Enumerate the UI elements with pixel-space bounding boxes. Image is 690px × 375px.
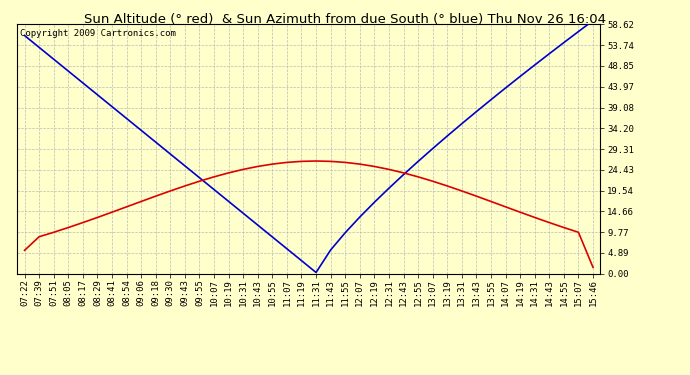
Text: Sun Altitude (° red)  & Sun Azimuth from due South (° blue) Thu Nov 26 16:04: Sun Altitude (° red) & Sun Azimuth from … — [84, 13, 606, 26]
Text: Copyright 2009 Cartronics.com: Copyright 2009 Cartronics.com — [20, 29, 176, 38]
